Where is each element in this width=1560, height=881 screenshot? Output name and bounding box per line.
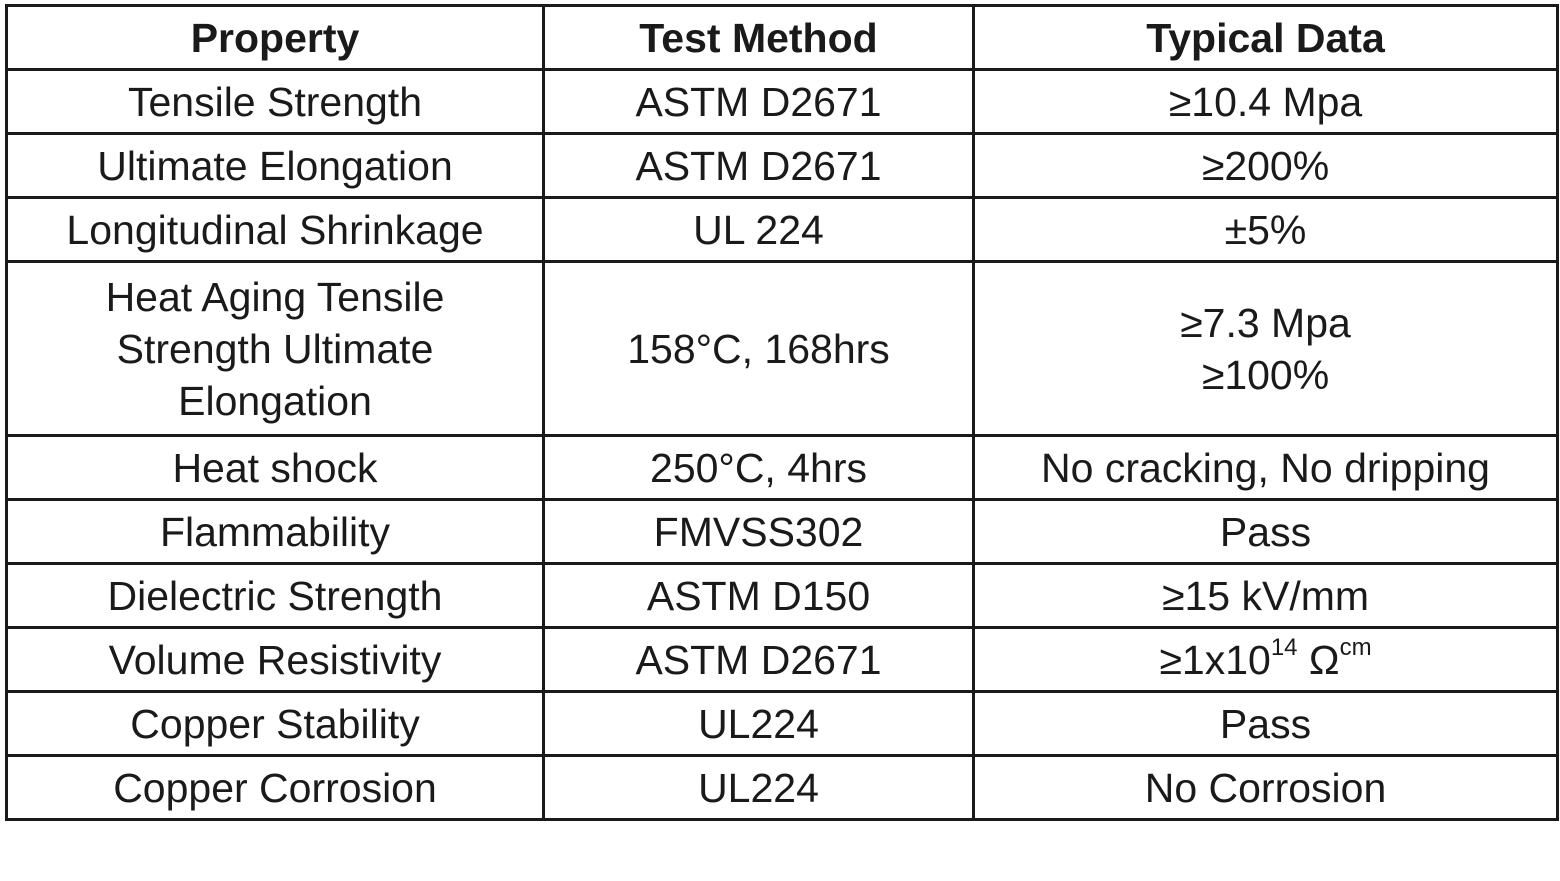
header-typical-data: Typical Data [972,4,1559,71]
property-line: Elongation [178,377,372,424]
property-cell: Tensile Strength [5,68,545,135]
property-cell: Heat shock [5,434,545,501]
typical-data-cell: ≥10.4 Mpa [972,68,1559,135]
property-cell: Heat Aging Tensile Strength Ultimate Elo… [5,260,545,437]
property-cell: Flammability [5,498,545,565]
typical-data-cell: No cracking, No dripping [972,434,1559,501]
table-row: Heat Aging Tensile Strength Ultimate Elo… [5,260,1559,437]
data-base: ≥1x10 [1159,636,1271,683]
typical-data-cell: Pass [972,690,1559,757]
data-unit-superscript: cm [1339,633,1372,661]
property-cell: Dielectric Strength [5,562,545,629]
test-method-cell: ASTM D150 [542,562,975,629]
table-row: Ultimate Elongation ASTM D2671 ≥200% [5,132,1559,199]
test-method-cell: UL224 [542,690,975,757]
data-line: ≥7.3 Mpa [1180,299,1351,346]
data-line: ≥100% [1201,351,1330,398]
test-method-cell: 250°C, 4hrs [542,434,975,501]
typical-data-cell: No Corrosion [972,754,1559,821]
header-test-method: Test Method [542,4,975,71]
typical-data-cell: ±5% [972,196,1559,263]
table-row: Dielectric Strength ASTM D150 ≥15 kV/mm [5,562,1559,629]
table-row: Copper Corrosion UL224 No Corrosion [5,754,1559,821]
test-method-cell: ASTM D2671 [542,132,975,199]
property-cell: Volume Resistivity [5,626,545,693]
test-method-cell: UL 224 [542,196,975,263]
typical-data-cell: ≥15 kV/mm [972,562,1559,629]
property-cell: Ultimate Elongation [5,132,545,199]
table-row: Copper Stability UL224 Pass [5,690,1559,757]
typical-data-cell: ≥7.3 Mpa ≥100% [972,260,1559,437]
property-cell: Copper Stability [5,690,545,757]
test-method-cell: 158°C, 168hrs [542,260,975,437]
test-method-cell: ASTM D2671 [542,626,975,693]
data-exponent: 14 [1270,633,1298,661]
properties-table: Property Test Method Typical Data Tensil… [5,4,1559,821]
header-property: Property [5,4,545,71]
test-method-cell: ASTM D2671 [542,68,975,135]
property-line: Strength Ultimate [116,325,434,372]
table-row: Tensile Strength ASTM D2671 ≥10.4 Mpa [5,68,1559,135]
header-row: Property Test Method Typical Data [5,4,1559,71]
table-row: Heat shock 250°C, 4hrs No cracking, No d… [5,434,1559,501]
typical-data-cell: ≥200% [972,132,1559,199]
property-line: Heat Aging Tensile [105,273,445,320]
property-cell: Longitudinal Shrinkage [5,196,545,263]
typical-data-cell: Pass [972,498,1559,565]
data-unit: Ω [1297,636,1340,683]
typical-data-cell: ≥1x1014 Ωcm [972,626,1559,693]
test-method-cell: UL224 [542,754,975,821]
table-row: Volume Resistivity ASTM D2671 ≥1x1014 Ωc… [5,626,1559,693]
table-row: Longitudinal Shrinkage UL 224 ±5% [5,196,1559,263]
property-cell: Copper Corrosion [5,754,545,821]
test-method-cell: FMVSS302 [542,498,975,565]
table-row: Flammability FMVSS302 Pass [5,498,1559,565]
